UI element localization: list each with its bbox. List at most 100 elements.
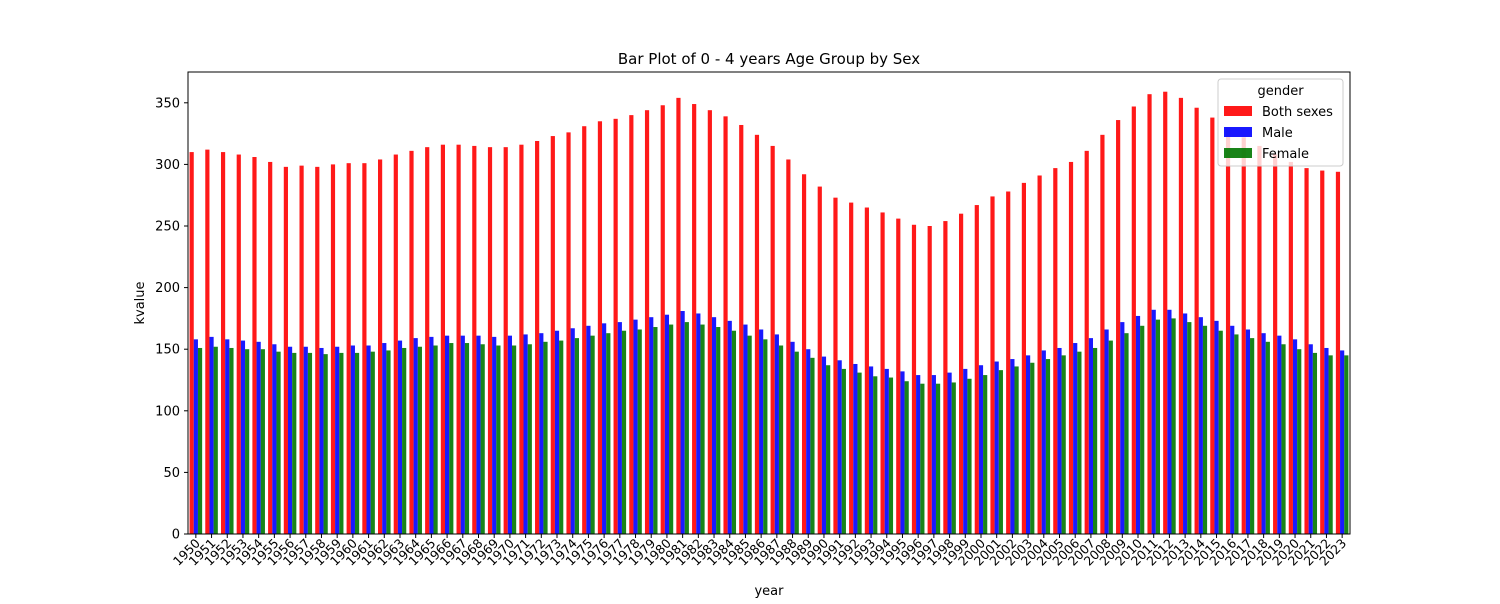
bar-male-1978 (633, 319, 638, 534)
bar-both-sexes-1958 (315, 166, 320, 535)
y-tick-label: 300 (155, 158, 180, 173)
bar-both-sexes-1950 (189, 152, 194, 534)
bar-male-2006 (1073, 343, 1078, 534)
bar-female-1982 (700, 324, 705, 534)
bar-female-2001 (998, 370, 1003, 534)
y-tick-label: 50 (163, 466, 180, 481)
bar-male-1981 (680, 311, 685, 534)
legend-label-female: Female (1262, 147, 1309, 162)
bar-male-1989 (806, 349, 811, 534)
bar-female-1987 (778, 345, 784, 534)
bar-male-1985 (743, 324, 748, 534)
bar-male-2000 (978, 365, 984, 534)
bar-both-sexes-1976 (597, 121, 603, 534)
bar-male-2009 (1120, 322, 1125, 534)
bar-female-1998 (951, 382, 956, 534)
bar-male-2021 (1308, 344, 1313, 534)
bar-both-sexes-1955 (268, 161, 273, 534)
bar-female-1989 (810, 357, 815, 534)
bar-female-1992 (857, 372, 862, 534)
bar-both-sexes-1978 (629, 115, 634, 535)
bar-female-2015 (1218, 330, 1223, 534)
bar-male-1958 (319, 347, 324, 534)
bar-female-2021 (1312, 352, 1318, 534)
bar-male-2014 (1198, 317, 1203, 534)
bar-both-sexes-1954 (252, 157, 257, 534)
bar-female-1993 (873, 376, 878, 534)
bar-both-sexes-2016 (1225, 127, 1231, 534)
bar-male-2023 (1340, 350, 1345, 534)
bar-female-2016 (1234, 334, 1239, 534)
bar-male-1997 (931, 375, 936, 534)
bar-male-1962 (382, 343, 387, 534)
y-axis: 0 50 100 150 200 250 300 350 (155, 96, 188, 543)
bar-female-1961 (370, 351, 375, 534)
bar-male-1998 (947, 372, 952, 534)
y-tick-label: 350 (155, 96, 180, 111)
bar-female-2014 (1202, 325, 1208, 534)
bar-male-1968 (476, 335, 481, 534)
bar-male-1970 (507, 335, 512, 534)
legend-label-male: Male (1262, 126, 1293, 141)
bar-female-1953 (245, 349, 250, 534)
bar-both-sexes-2000 (974, 205, 979, 534)
bar-female-1981 (684, 322, 689, 534)
bar-both-sexes-1957 (299, 165, 304, 534)
bar-both-sexes-1996 (911, 224, 917, 534)
bar-female-2010 (1140, 325, 1145, 534)
bar-female-1957 (307, 352, 313, 534)
bar-female-1958 (323, 354, 328, 534)
bar-female-2011 (1155, 319, 1160, 534)
bar-both-sexes-2002 (1006, 191, 1011, 534)
bar-both-sexes-1969 (487, 147, 493, 534)
bar-male-1957 (303, 346, 308, 534)
bar-male-1971 (523, 334, 528, 534)
bar-male-2013 (1183, 313, 1188, 534)
bar-both-sexes-2005 (1053, 168, 1058, 534)
bar-both-sexes-1992 (849, 202, 854, 534)
bar-male-1952 (225, 339, 230, 534)
bar-both-sexes-2023 (1335, 171, 1341, 535)
bar-both-sexes-2004 (1037, 175, 1042, 535)
bar-male-2015 (1214, 320, 1219, 534)
bar-both-sexes-2013 (1178, 97, 1184, 535)
bars-layer (189, 91, 1349, 535)
bar-female-2013 (1187, 322, 1192, 534)
bar-both-sexes-2017 (1241, 137, 1246, 535)
bar-male-1973 (554, 330, 560, 534)
bar-female-1950 (197, 347, 203, 534)
bar-female-1996 (920, 383, 925, 534)
bar-both-sexes-1965 (425, 147, 430, 534)
bar-both-sexes-2007 (1084, 150, 1089, 534)
bar-both-sexes-1990 (817, 186, 822, 534)
bar-female-2022 (1328, 355, 1333, 534)
bar-both-sexes-1994 (880, 212, 885, 534)
bar-both-sexes-1985 (739, 124, 744, 534)
y-tick-label: 250 (155, 220, 180, 235)
bar-male-1987 (774, 334, 779, 534)
bar-female-1951 (213, 346, 218, 534)
bar-male-1963 (397, 340, 403, 534)
bar-male-1961 (366, 345, 371, 534)
bar-male-2020 (1292, 339, 1298, 534)
bar-female-1963 (402, 347, 407, 534)
plot-frame (187, 71, 1351, 535)
bar-both-sexes-2014 (1194, 107, 1199, 534)
bar-male-1951 (209, 336, 214, 534)
bar-both-sexes-1982 (692, 104, 697, 534)
bar-male-1991 (837, 360, 842, 534)
bar-female-2006 (1077, 351, 1082, 534)
bar-female-1956 (292, 352, 297, 534)
bar-both-sexes-2018 (1257, 145, 1262, 535)
bar-female-1968 (480, 344, 485, 534)
bar-both-sexes-1988 (786, 159, 791, 534)
y-tick-label: 200 (155, 281, 180, 296)
bar-female-1973 (559, 340, 564, 534)
bar-both-sexes-2021 (1304, 168, 1309, 534)
bar-female-2023 (1344, 355, 1349, 534)
bar-male-1966 (445, 335, 450, 534)
bar-female-2020 (1297, 349, 1302, 534)
bar-male-2016 (1230, 325, 1235, 534)
bar-both-sexes-1961 (362, 163, 367, 535)
